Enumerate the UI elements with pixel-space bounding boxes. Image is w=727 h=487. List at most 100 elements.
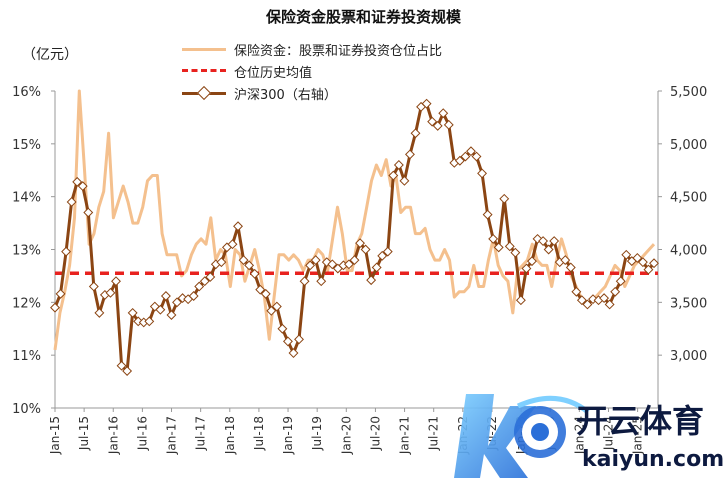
csi300-point [499,193,510,204]
csi300-point [122,366,133,376]
x-tick-label: Jan-24 [572,416,586,455]
csi300-point [344,259,354,270]
legend-swatch-csi300 [182,85,226,101]
csi300-point [521,263,532,274]
watermark-brand-cn: 开云体育 [576,402,704,440]
csi300-point [393,160,404,170]
csi300-point [127,307,138,318]
csi300-point [515,295,526,306]
csi300-point [643,264,654,275]
csi300-point [160,291,171,301]
csi300-point [116,360,127,371]
csi300-point [310,255,321,266]
csi300-point [560,255,571,266]
csi300-point [227,239,238,250]
csi300-point [443,119,454,130]
csi300-point [233,221,243,232]
csi300-point [371,262,382,273]
watermark-brand-url: kaiyun.com [582,447,724,472]
csi300-point [316,276,327,287]
csi300-point [111,276,121,287]
csi300-point [66,197,77,207]
y-left-tick-label: 10% [12,402,41,417]
csi300-point [172,297,182,308]
x-tick-label: Jan-19 [281,416,295,455]
csi300-point [199,276,210,287]
y-right-tick-label: 3,000 [670,349,707,364]
legend-label-csi300: 沪深300（右轴） [234,87,337,103]
csi300-point [637,257,648,268]
legend-item-csi300: 沪深300（右轴） [182,82,442,104]
csi300-point [355,238,365,249]
csi300-point [144,316,155,327]
x-tick-label: Jul-19 [310,416,324,451]
y-right-tick-label: 3,500 [670,296,707,311]
csi300-point [482,209,493,220]
csi300-point [105,287,116,298]
csi300-point [360,244,371,255]
csi300-point [454,155,465,166]
csi300-point [188,291,199,301]
x-tick-label: Jan-21 [398,416,412,455]
x-tick-label: Jul-18 [252,416,266,451]
csi300-point [488,233,499,244]
csi300-point [571,286,582,297]
csi300-point [299,276,310,287]
y-right-tick-label: 4,500 [670,191,707,206]
csi300-point [543,244,554,255]
csi300-point [582,299,593,310]
csi300-point [249,268,260,279]
csi300-point [271,301,282,312]
csi300-point [599,293,610,304]
csi300-point [277,323,288,334]
series-line-position-ratio [53,89,656,351]
csi300-point [88,281,99,292]
csi300-point [388,170,399,181]
x-tick-label: Jan-25 [631,416,645,455]
legend: 保险资金：股票和证券投资仓位占比 仓位历史均值 沪深300（右轴） [182,38,442,104]
legend-item-position-ratio: 保险资金：股票和证券投资仓位占比 [182,38,442,60]
csi300-point [305,260,316,271]
y-left-tick-label: 14% [12,191,41,206]
csi300-point [382,246,393,257]
csi300-point [604,299,615,310]
y-left-tick-label: 16% [12,85,41,100]
csi300-point [50,302,60,313]
csi300-point [610,286,621,297]
csi300-point [427,116,438,127]
csi300-point [155,304,166,315]
csi300-point [565,262,576,273]
csi300-point [621,249,632,260]
csi300-point [538,236,549,246]
csi300-point [649,258,659,269]
csi300-point [166,310,177,320]
csi300-point [460,151,471,162]
csi300-point [410,128,421,139]
csi300-point [405,149,415,160]
csi300-point [615,276,626,287]
csi300-point [421,98,432,109]
series-line-csi300 [53,102,656,373]
x-tick-label: Jul-15 [77,416,91,451]
y-right-tick-label: 4,000 [670,244,707,259]
legend-item-historical-mean: 仓位历史均值 [182,60,442,82]
csi300-point [83,207,94,218]
csi300-point [510,247,521,258]
csi300-point [55,288,66,299]
csi300-point [399,175,410,186]
csi300-point [349,255,360,266]
legend-label-historical-mean: 仓位历史均值 [234,65,313,81]
x-tick-label: Jul-21 [427,416,441,451]
x-tick-label: Jul-20 [368,416,382,451]
csi300-point [377,250,388,261]
csi300-point [477,168,488,179]
y-right-tick-label: 5,500 [670,85,707,100]
y-right-tick-label: 5,000 [670,138,707,153]
csi300-point [504,241,515,252]
chart-title: 保险资金股票和证券投资规模 [265,8,461,26]
csi300-point [294,334,304,345]
y-left-tick-label: 12% [12,296,41,311]
csi300-point [238,255,249,266]
csi300-point [493,242,504,253]
